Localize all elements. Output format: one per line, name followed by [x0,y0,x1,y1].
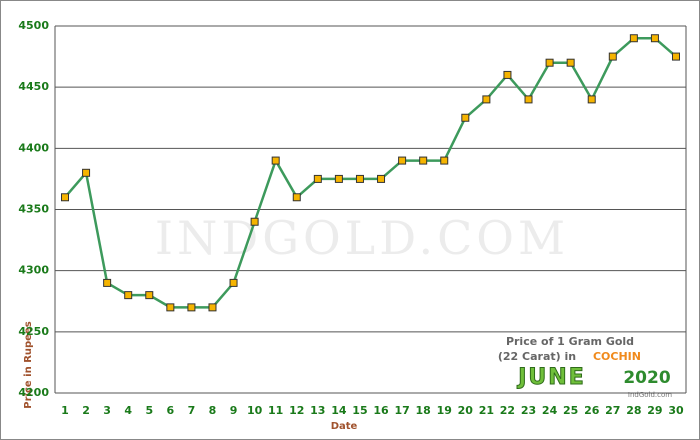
x-tick-label: 17 [394,404,409,417]
x-tick-label: 9 [230,404,238,417]
annotation-line2: (22 Carat) in [498,350,576,363]
x-tick-label: 8 [209,404,217,417]
point-marker [524,95,533,104]
x-tick-label: 10 [247,404,263,417]
point-marker [271,156,280,165]
x-axis-label: Date [331,421,358,432]
x-tick-label: 30 [668,404,684,417]
point-marker [398,156,407,165]
x-tick-label: 29 [647,404,662,417]
point-marker [419,156,428,165]
x-tick-label: 7 [188,404,196,417]
x-tick-label: 14 [331,404,347,417]
point-marker [61,193,69,202]
point-marker [672,52,680,61]
x-tick-label: 3 [103,404,111,417]
point-marker [629,34,638,43]
point-marker [250,217,259,226]
y-axis-label: Price in Rupees [23,321,34,408]
annotation-month: JUNE [516,365,586,390]
point-marker [208,303,217,312]
point-marker [545,58,554,67]
x-tick-label: 26 [584,404,600,417]
x-tick-label: 1 [61,404,69,417]
x-tick-label: 20 [458,404,474,417]
x-tick-label: 16 [373,404,389,417]
x-tick-label: 13 [310,404,325,417]
point-marker [377,174,386,183]
point-marker [187,303,196,312]
point-marker [229,278,238,287]
x-tick-label: 19 [437,404,452,417]
x-tick-label: 27 [605,404,620,417]
point-marker [292,193,301,202]
point-marker [124,291,133,300]
watermark: IndGold.com [155,211,569,265]
annotation-line1: Price of 1 Gram Gold [506,335,634,348]
x-tick-label: 12 [289,404,304,417]
y-tick-label: 4250 [18,325,49,338]
point-marker [103,278,112,287]
x-tick-label: 18 [416,404,431,417]
point-marker [503,70,512,79]
annotation-box: Price of 1 Gram Gold (22 Carat) in COCHI… [498,335,672,399]
annotation-city: COCHIN [593,350,641,363]
x-tick-label: 11 [268,404,283,417]
point-marker [608,52,617,61]
point-marker [440,156,449,165]
y-tick-label: 4400 [18,141,49,154]
x-tick-label: 5 [145,404,153,417]
x-tick-label: 28 [626,404,641,417]
x-tick-label: 23 [521,404,536,417]
point-marker [334,174,343,183]
point-marker [650,34,659,43]
x-tick-label: 21 [479,404,494,417]
x-tick-label: 22 [500,404,515,417]
y-tick-label: 4350 [18,203,49,216]
point-marker [313,174,322,183]
x-tick-label: 25 [563,404,578,417]
point-marker [145,291,154,300]
point-marker [566,58,575,67]
point-marker [461,113,470,122]
x-tick-label: 2 [82,404,90,417]
point-marker [166,303,175,312]
y-tick-label: 4500 [18,19,49,32]
point-marker [355,174,364,183]
y-tick-label: 4450 [18,80,49,93]
x-tick-label: 4 [124,404,132,417]
annotation-year: 2020 [623,368,670,388]
x-tick-label: 6 [167,404,175,417]
point-marker [587,95,596,104]
x-tick-label: 15 [352,404,367,417]
point-marker [82,168,91,177]
y-tick-label: 4200 [18,386,49,399]
y-tick-label: 4300 [18,264,49,277]
point-marker [482,95,491,104]
x-tick-label: 24 [542,404,558,417]
annotation-source: IndGold.com [628,391,672,399]
